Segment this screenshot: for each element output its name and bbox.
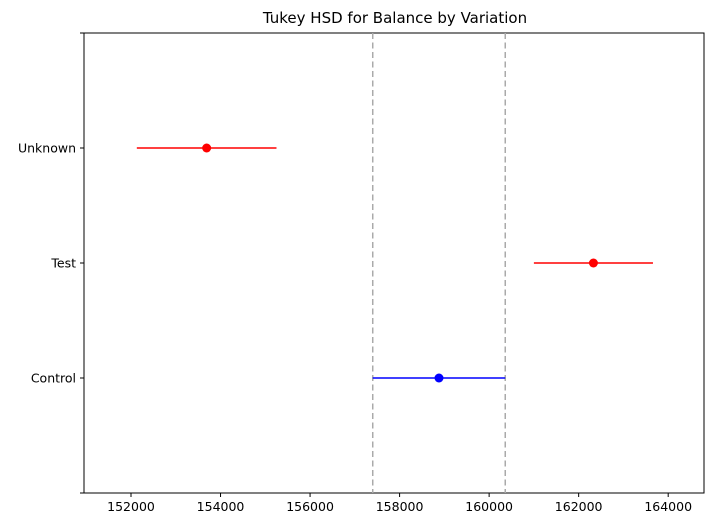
x-axis: 152000 154000 156000 158000 160000 162000 1640… xyxy=(107,493,692,514)
reference-lines xyxy=(371,33,506,493)
mean-point-control xyxy=(434,373,444,383)
x-tick-label: 160000 xyxy=(465,499,513,514)
data-series xyxy=(136,143,653,383)
y-tick-label: Test xyxy=(50,256,76,271)
mean-point-test xyxy=(588,258,598,268)
x-tick-label: 164000 xyxy=(644,499,692,514)
mean-point-unknown xyxy=(202,143,212,153)
y-axis: Control Test Unknown xyxy=(18,32,84,494)
chart-title: Tukey HSD for Balance by Variation xyxy=(262,9,527,27)
x-tick-label: 158000 xyxy=(376,499,424,514)
x-tick-label: 152000 xyxy=(107,499,155,514)
x-tick-label: 162000 xyxy=(555,499,603,514)
y-tick-label: Control xyxy=(31,371,76,386)
y-tick-label: Unknown xyxy=(18,141,76,156)
x-tick-label: 154000 xyxy=(197,499,245,514)
x-tick-label: 156000 xyxy=(286,499,334,514)
